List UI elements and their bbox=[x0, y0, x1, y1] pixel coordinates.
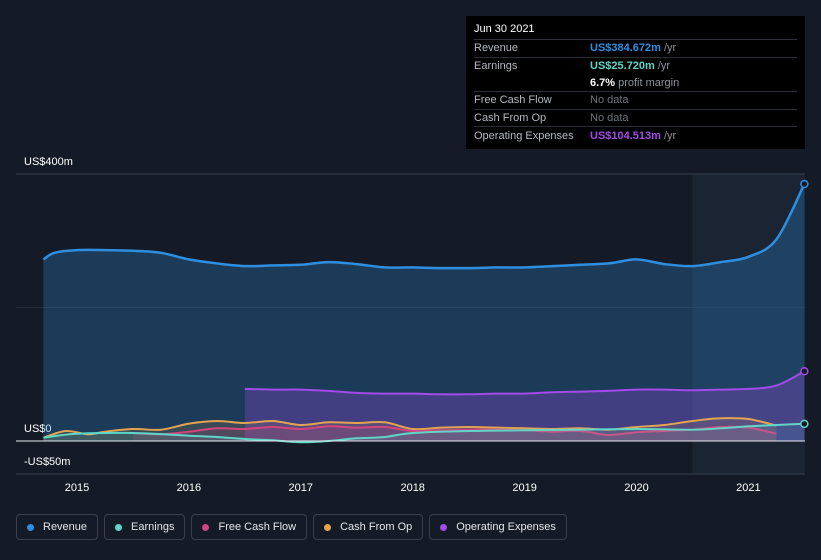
legend-dot-revenue bbox=[27, 523, 34, 531]
legend-label-revenue: Revenue bbox=[43, 521, 88, 533]
tooltip-revenue-label: Revenue bbox=[474, 42, 519, 55]
legend-dot-operating-expenses bbox=[440, 523, 448, 531]
legend-item-free-cash-flow[interactable]: Free Cash Flow bbox=[191, 514, 308, 540]
legend-item-earnings[interactable]: Earnings bbox=[104, 514, 186, 540]
legend-item-operating-expenses[interactable]: Operating Expenses bbox=[429, 514, 567, 540]
tooltip-revenue-value: US$384.672m bbox=[590, 42, 661, 55]
tooltip-opex-label: Operating Expenses bbox=[474, 129, 574, 142]
tooltip-earnings-value: US$25.720m bbox=[590, 60, 655, 73]
tooltip-cfo-label: Cash From Op bbox=[474, 112, 547, 125]
tooltip-cfo-value: No data bbox=[590, 112, 629, 125]
legend: Revenue Earnings Free Cash Flow Cash Fro… bbox=[16, 514, 573, 540]
tooltip-earnings-unit: /yr bbox=[657, 60, 671, 73]
tooltip-margin-value: 6.7% bbox=[590, 76, 616, 89]
x-tick-label-2018: 2018 bbox=[400, 482, 424, 494]
legend-label-operating-expenses: Operating Expenses bbox=[456, 521, 556, 533]
line-revenue bbox=[42, 183, 806, 270]
y-tick-label-zero: US$0 bbox=[24, 423, 52, 435]
x-tick-label-2017: 2017 bbox=[289, 482, 313, 494]
line-earnings bbox=[43, 422, 805, 444]
legend-item-revenue[interactable]: Revenue bbox=[16, 514, 99, 540]
legend-dot-free-cash-flow bbox=[202, 523, 210, 531]
area-operating-expenses bbox=[244, 371, 805, 441]
y-tick-label-bottom: -US$50m bbox=[24, 456, 71, 468]
endpoint-operating-expenses bbox=[800, 366, 809, 376]
line-operating-expenses bbox=[244, 370, 805, 396]
tooltip-fcf-value: No data bbox=[590, 94, 629, 107]
financials-chart[interactable]: 2015 2016 2017 2018 2019 2020 2021 bbox=[0, 0, 821, 505]
legend-label-free-cash-flow: Free Cash Flow bbox=[218, 521, 297, 533]
tooltip-revenue-unit: /yr bbox=[663, 42, 677, 55]
tooltip-fcf-label: Free Cash Flow bbox=[474, 94, 552, 107]
x-tick-label-2015: 2015 bbox=[65, 482, 89, 494]
tooltip-date: Jun 30 2021 bbox=[474, 23, 535, 35]
legend-label-earnings: Earnings bbox=[131, 521, 175, 533]
legend-label-cash-from-op: Cash From Op bbox=[340, 521, 413, 533]
x-tick-label-2019: 2019 bbox=[512, 482, 536, 494]
legend-dot-cash-from-op bbox=[324, 523, 332, 531]
legend-dot-earnings bbox=[115, 523, 123, 531]
x-tick-label-2016: 2016 bbox=[177, 482, 201, 494]
area-revenue bbox=[43, 184, 805, 441]
x-tick-label-2020: 2020 bbox=[624, 482, 648, 494]
line-free-cash-flow bbox=[132, 425, 777, 437]
tooltip: Jun 30 2021 Revenue US$384.672m /yr Earn… bbox=[466, 16, 805, 149]
x-tick-label-2021: 2021 bbox=[736, 482, 760, 494]
tooltip-margin-label: profit margin bbox=[618, 76, 680, 89]
tooltip-opex-unit: /yr bbox=[663, 129, 677, 142]
legend-item-cash-from-op[interactable]: Cash From Op bbox=[313, 514, 424, 540]
y-tick-label-top: US$400m bbox=[24, 156, 73, 168]
area-free-cash-flow bbox=[132, 426, 777, 441]
line-cash-from-op bbox=[43, 417, 777, 439]
endpoint-earnings bbox=[800, 419, 809, 429]
tooltip-earnings-label: Earnings bbox=[474, 60, 518, 73]
endpoint-revenue bbox=[800, 179, 809, 189]
tooltip-opex-value: US$104.513m bbox=[590, 129, 661, 142]
